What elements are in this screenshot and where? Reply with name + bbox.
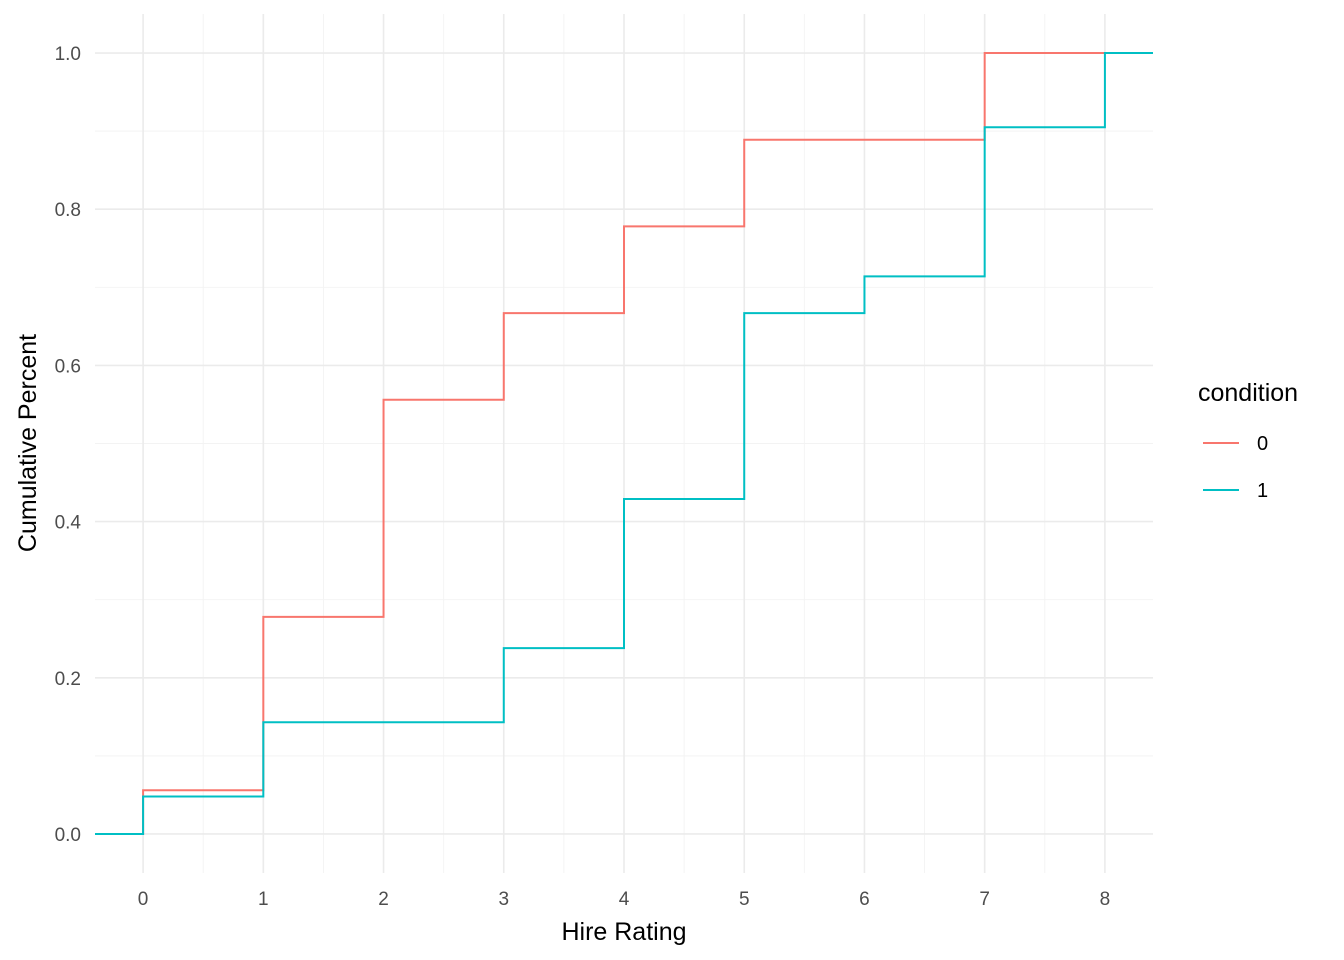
legend: condition 01 bbox=[1198, 379, 1298, 502]
x-axis-title: Hire Rating bbox=[561, 918, 686, 946]
y-tick-label: 0.8 bbox=[55, 200, 81, 221]
y-axis-title: Cumulative Percent bbox=[14, 334, 42, 552]
y-tick-label: 0.4 bbox=[55, 513, 82, 534]
x-tick-label: 0 bbox=[138, 889, 149, 910]
y-tick-label: 0.0 bbox=[55, 825, 81, 846]
legend-entries: 01 bbox=[1203, 433, 1268, 502]
y-tick-label: 1.0 bbox=[55, 44, 81, 65]
x-tick-label: 2 bbox=[378, 889, 389, 910]
x-tick-label: 5 bbox=[739, 889, 750, 910]
tick-layer: 0 1 2 3 4 5 6 7 8 0.0 0.2 0.4 0.6 0.8 1.0 bbox=[55, 44, 1111, 910]
x-tick-label: 3 bbox=[498, 889, 509, 910]
series-line-1 bbox=[95, 52, 1153, 835]
x-tick-label: 7 bbox=[979, 889, 990, 910]
series-layer bbox=[95, 52, 1153, 835]
legend-label-1: 1 bbox=[1257, 480, 1268, 502]
grid-layer bbox=[95, 14, 1153, 873]
x-tick-label: 4 bbox=[619, 889, 630, 910]
x-tick-label: 8 bbox=[1100, 889, 1111, 910]
legend-label-0: 0 bbox=[1257, 433, 1268, 455]
x-tick-label: 1 bbox=[258, 889, 269, 910]
series-line-0 bbox=[95, 52, 1153, 835]
y-tick-label: 0.2 bbox=[55, 669, 81, 690]
x-tick-label: 6 bbox=[859, 889, 870, 910]
legend-title: condition bbox=[1198, 379, 1298, 407]
y-tick-label: 0.6 bbox=[55, 356, 81, 377]
